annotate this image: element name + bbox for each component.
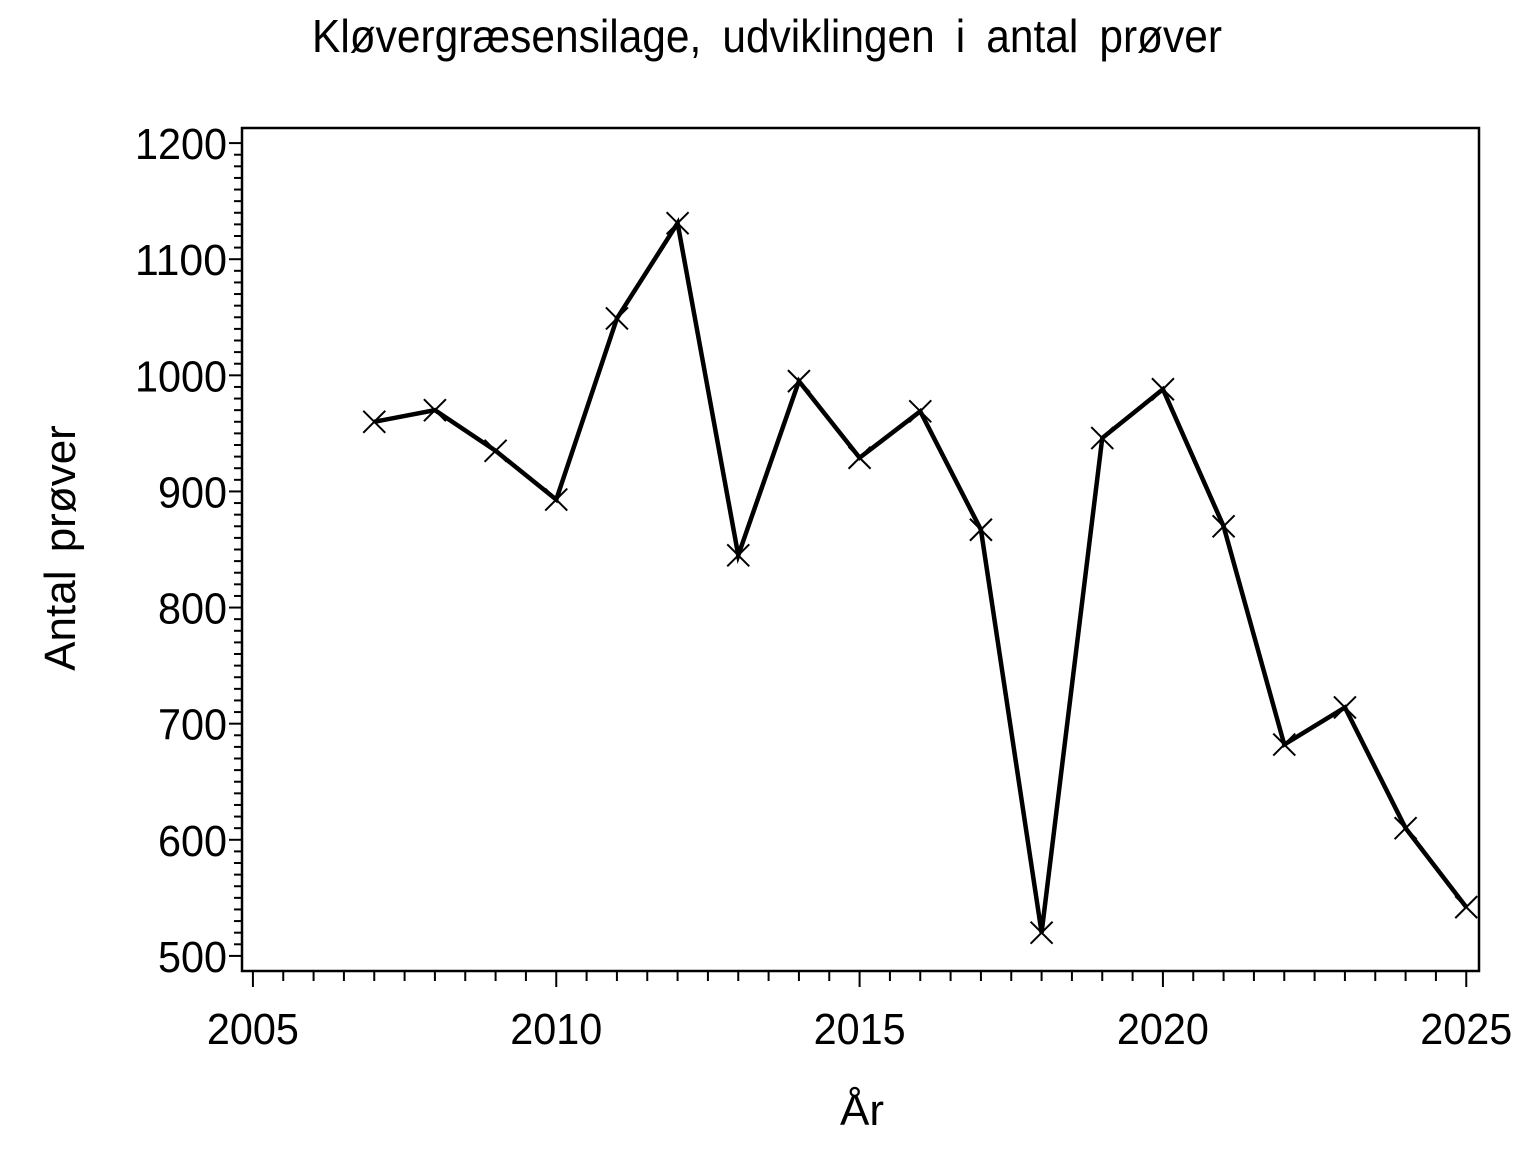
x-axis-tick-label: 2025 [1420,1005,1512,1054]
x-axis-tick-label: 2005 [207,1005,299,1054]
plot-frame [240,126,1481,973]
data-point-marker [483,439,508,463]
data-point-marker [1211,514,1236,538]
data-point-marker [1151,377,1175,401]
y-axis-tick-label: 700 [158,701,227,750]
data-series-line [373,217,1469,934]
data-point-marker [847,446,872,470]
data-point-marker [787,369,811,393]
chart-title: Kløvergræsensilage, udviklingen i antal … [312,10,1222,62]
y-axis-tick-label: 800 [158,585,227,634]
data-point-marker [423,398,447,422]
data-point-marker [544,487,568,512]
y-axis-tick-label: 1200 [135,120,227,169]
data-point-marker [665,211,690,235]
data-point-marker [362,410,386,434]
y-axis-tick-label: 1000 [135,352,227,401]
x-axis-title: År [840,1086,884,1135]
data-point-marker [1454,895,1478,919]
x-axis-tick-label: 2015 [814,1005,906,1054]
y-axis-tick-label: 600 [158,817,227,866]
data-point-marker [1333,695,1357,720]
y-axis-tick-label: 1100 [135,236,227,285]
data-point-marker [726,543,750,568]
data-point-marker [969,518,993,542]
data-point-marker [1090,426,1114,450]
data-point-marker [1393,816,1418,840]
y-axis-tick-label: 500 [158,933,227,982]
data-point-marker [1272,732,1296,757]
x-axis-tick-label: 2010 [510,1005,602,1054]
data-point-marker [1029,920,1054,945]
y-axis-tick-label: 900 [158,468,227,517]
plot-content: 2005 2010 2015 2020 2025 500 600 700 800 900 1000 1… [135,120,1512,1054]
data-point-marker [605,306,629,331]
x-axis-tick-label: 2020 [1117,1005,1209,1054]
y-axis-title: Antal prøver [36,425,85,671]
data-point-marker [908,399,932,424]
